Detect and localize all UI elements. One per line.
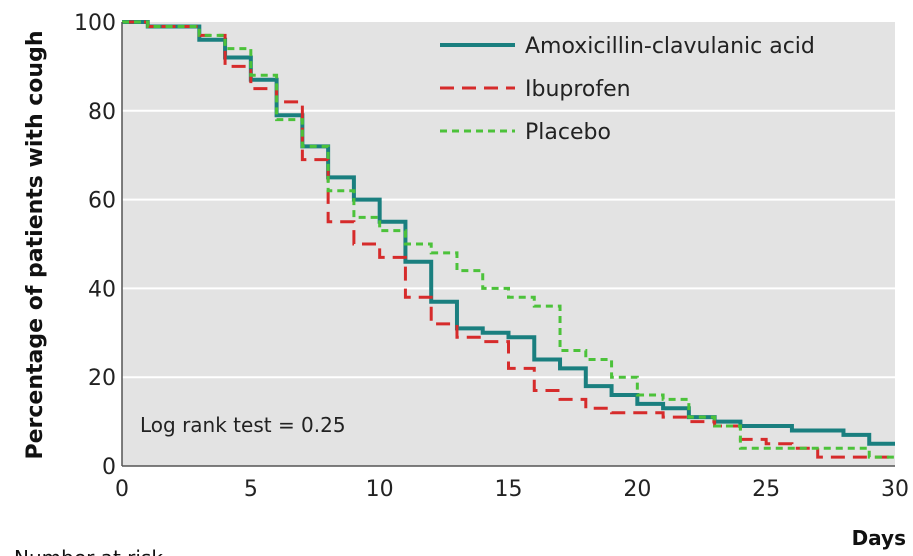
- x-axis-label: Days: [852, 526, 906, 550]
- legend-label-1: Amoxicillin-clavulanic acid: [525, 34, 815, 59]
- legend-label-3: Placebo: [525, 120, 611, 145]
- x-tick-label: 20: [623, 477, 651, 502]
- legend: Amoxicillin-clavulanic acid Ibuprofen Plac…: [440, 34, 815, 145]
- x-tick-label: 25: [752, 477, 780, 502]
- axes: [121, 22, 895, 467]
- x-tick-label: 30: [881, 477, 909, 502]
- log-rank-annotation: Log rank test = 0.25: [140, 413, 346, 437]
- x-tick-label: 10: [366, 477, 394, 502]
- plot-background: [122, 22, 895, 466]
- y-tick-label: 80: [88, 100, 116, 125]
- x-tick-label: 15: [495, 477, 523, 502]
- series-line-3: [122, 20, 895, 459]
- legend-label-2: Ibuprofen: [525, 77, 631, 102]
- y-axis-label: Percentage of patients with cough: [23, 31, 48, 460]
- y-tick-label: 100: [74, 11, 116, 36]
- x-tick-label: 0: [115, 477, 129, 502]
- number-at-risk-label: Number at risk: [14, 546, 163, 556]
- y-tick-label: 20: [88, 366, 116, 391]
- y-tick-label: 40: [88, 277, 116, 302]
- y-tick-label: 0: [102, 455, 116, 480]
- y-tick-label: 60: [88, 189, 116, 214]
- series-group: [122, 20, 895, 459]
- x-tick-label: 5: [244, 477, 258, 502]
- tick-labels: 0 20 40 60 80 100 0 5 10 15 20 25 30: [74, 11, 909, 502]
